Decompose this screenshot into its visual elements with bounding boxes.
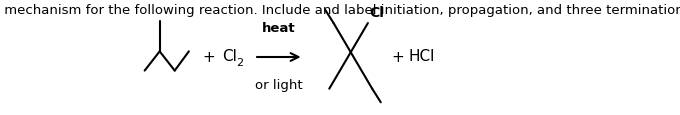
Text: 2: 2 [236,58,243,68]
Text: +: + [203,50,216,65]
Text: HCl: HCl [409,49,435,64]
Text: Cl: Cl [369,6,384,20]
Text: Draw a mechanism for the following reaction. Include and label initiation, propa: Draw a mechanism for the following react… [0,4,680,17]
Text: or light: or light [255,78,303,91]
Text: Cl: Cl [222,49,237,64]
Text: heat: heat [262,22,295,35]
Text: +: + [392,50,405,65]
